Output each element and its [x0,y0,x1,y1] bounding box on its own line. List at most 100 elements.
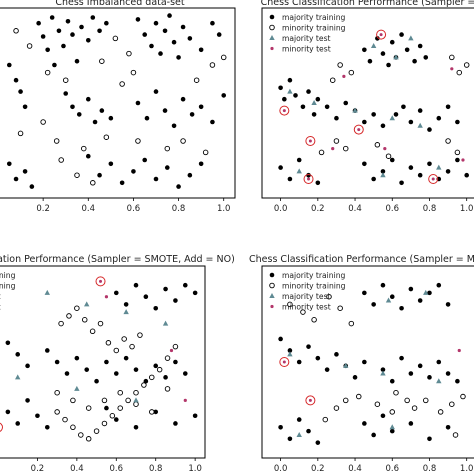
p4-majority-point [389,378,395,384]
p2-misclassified-ring [353,124,364,135]
p2-majority-test-point [417,122,423,128]
p4-majority-point [427,290,432,296]
p3-minority-test-point [183,398,187,402]
p4-legend-entry: minority test [282,303,331,312]
p1-majority-point [162,28,168,34]
p4-misclassified-point [308,398,312,402]
p3-majority-point [182,282,188,288]
p4-majority-point [296,359,302,365]
p4-majority-point [417,363,423,369]
p1-majority-point [176,184,181,189]
p2-xtick-label: 0.6 [385,204,399,214]
p2-legend-entry: majority training [282,13,346,22]
panel-2-marks [278,29,470,186]
p4-minority-point [437,409,444,415]
p2-xtick-label: 1.0 [460,204,474,214]
p2-majority-point [296,157,302,163]
p2-majority-point [278,85,283,91]
p2-majority-point [367,58,373,64]
p4-majority-point [399,305,404,311]
p4-majority-point [315,440,321,445]
p3-majority-point [123,355,129,361]
p3-majority-point [35,413,40,419]
p3-minority-point [164,355,171,361]
p1-majority-point [92,119,98,125]
p3-majority-point [84,367,90,372]
p1-majority-point [149,43,154,49]
p3-minority-point [74,305,80,311]
p4-majority-point [287,348,293,353]
p1-minority-point [99,58,105,64]
p4-misclassified-ring [305,395,316,406]
p3-majority-point [5,340,11,346]
panel-3-marks [0,276,198,442]
p3-majority-point [182,371,188,376]
p1-majority-point [65,19,71,24]
p1-minority-point [119,81,125,87]
panel-4-frame [261,265,474,459]
p4-minority-point [287,301,293,308]
p3-majority-point [163,375,168,380]
p4-minority-point [423,397,429,404]
p2-misclassified-ring [303,174,314,184]
p2-minority-test-point [270,46,274,51]
p1-majority-point [210,119,215,125]
p4-legend-entry: majority test [282,292,331,301]
p4-minority-point [374,401,381,407]
panel-2-legend: majority training minority trainingmajori… [269,13,346,54]
p3-minority-point [113,347,120,354]
p1-minority-point [164,145,171,152]
p1-majority-point [13,176,19,182]
p1-xtick-label: 0.2 [36,204,50,214]
p2-misclassified-ring [279,105,290,116]
p1-majority-point [153,89,159,94]
p1-majority-point [158,51,163,56]
p4-majority-test-point [423,289,429,295]
p2-majority-point [408,119,414,125]
p1-majority-point [198,104,204,110]
p2-majority-test-point [287,88,293,94]
p3-minority-point [117,389,123,396]
p2-minority-point [329,77,336,83]
p2-majority-point [371,176,376,182]
p4-majority-point [278,336,283,342]
p4-majority-point [287,436,293,442]
p2-majority-test-point [389,115,395,121]
p2-misclassified-point [379,33,383,37]
p3-minority-test-point [169,348,174,353]
p4-minority-point [311,317,317,323]
p3-majority-point [74,355,80,361]
p2-minority-test-point [383,147,387,151]
p3-minority-point [133,389,139,396]
p3-minority-point [172,343,179,350]
p3-majority-point [5,409,11,415]
p1-majority-point [153,20,159,26]
p2-misclassified-point [282,109,286,113]
p3-minority-point [93,428,100,434]
p3-minority-point [101,420,108,427]
p2-minority-point [449,54,455,61]
p3-minority-point [109,413,116,419]
p2-majority-point [315,96,321,102]
p2-majority-point [362,47,367,53]
p2-majority-test-point [370,43,377,48]
p2-majority-point [436,115,442,121]
p3-minority-point [66,313,72,319]
p4-majority-point [306,428,311,434]
p3-majority-point [113,290,119,296]
p2-majority-point [287,176,293,182]
panel-1-title: Chess Imbalanced data-set [55,0,185,8]
p2-majority-point [401,104,406,110]
p2-majority-point [300,104,306,110]
p2-misclassified-point [308,139,312,143]
p4-minority-point [326,293,332,300]
p1-minority-point [209,62,216,68]
p2-majority-test-point [393,54,399,60]
p3-legend-entry: training [0,282,16,291]
p2-majority-point [464,172,469,178]
p4-majority-point [278,424,283,430]
p4-minority-point [337,305,343,311]
p2-majority-point [412,58,417,64]
p1-minority-point [112,35,119,42]
